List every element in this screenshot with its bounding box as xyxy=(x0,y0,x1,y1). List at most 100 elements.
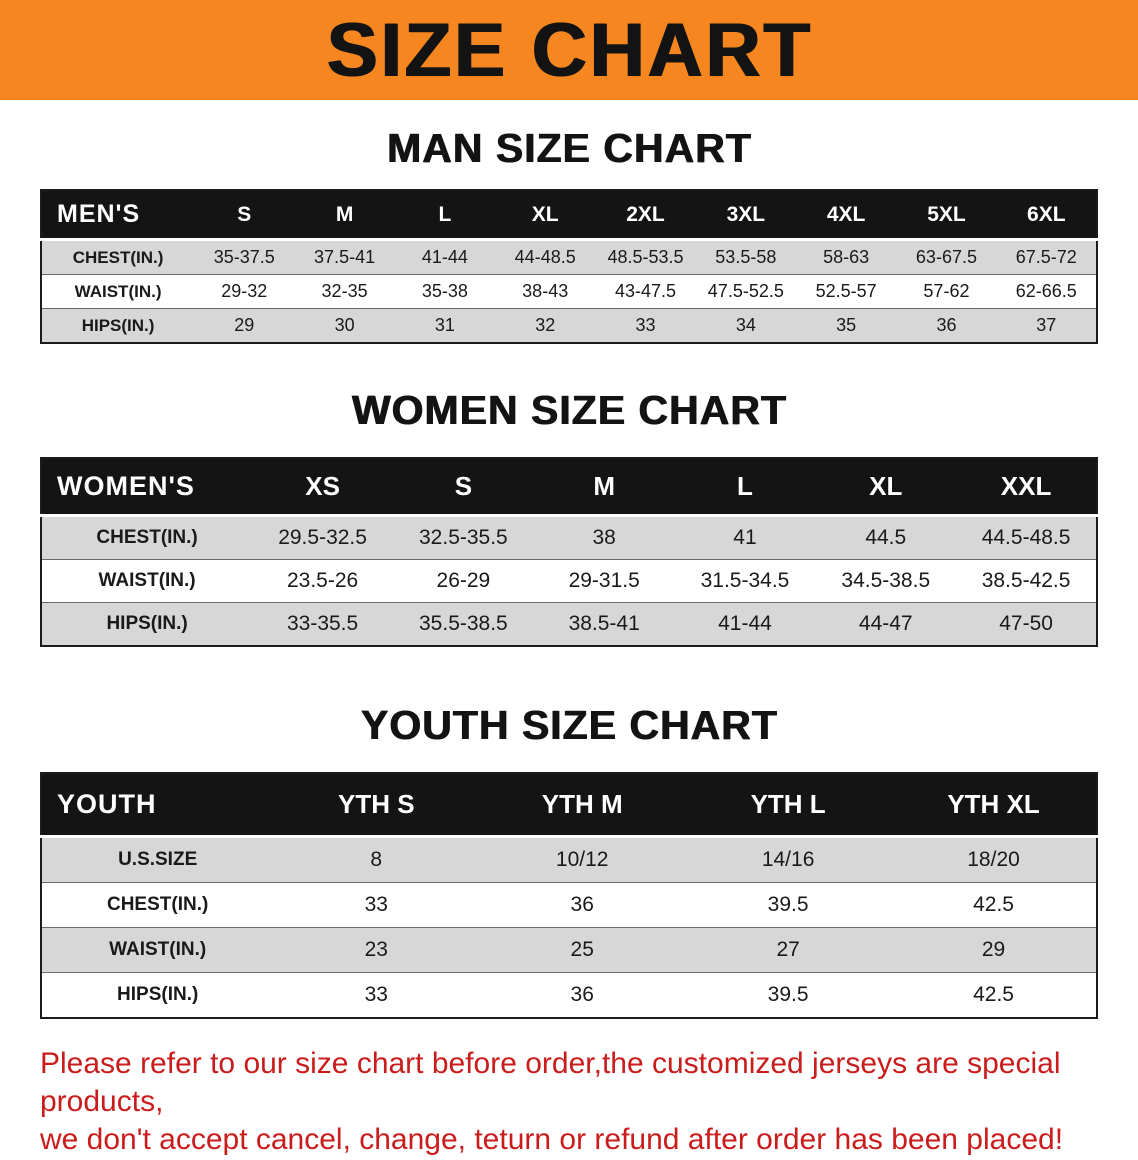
size-value: 30 xyxy=(294,308,395,344)
table-row: U.S.SIZE 8 10/12 14/16 18/20 xyxy=(41,836,1097,883)
size-column-header: L xyxy=(394,190,496,242)
size-value: 38.5-42.5 xyxy=(956,559,1097,603)
size-column-header: M xyxy=(533,458,675,518)
size-value: 38 xyxy=(592,526,616,550)
size-value: 42.5 xyxy=(891,972,1097,1019)
row-label: U.S.SIZE xyxy=(118,849,198,871)
size-value: 36 xyxy=(896,308,997,344)
table-label-header: WOMEN'S xyxy=(41,458,253,518)
row-label: CHEST(IN.) xyxy=(96,527,198,549)
size-value: 48.5-53.5 xyxy=(607,247,684,268)
size-value: 32-35 xyxy=(294,274,395,309)
size-column-header: S xyxy=(392,458,534,518)
size-value: 35.5-38.5 xyxy=(392,602,534,647)
size-value: 33-35.5 xyxy=(252,602,393,647)
size-value: 27 xyxy=(685,927,892,973)
size-value: 37.5-41 xyxy=(314,247,376,268)
size-column-header: XXL xyxy=(956,458,1097,518)
size-column-header: YTH S xyxy=(273,773,480,839)
men-size-table: MEN'S S M L XL 2XL 3XL 4XL 5XL 6XL CHEST(IN.) 35-37… xyxy=(40,189,1098,345)
size-value: 44.5 xyxy=(865,526,907,550)
size-value: 33 xyxy=(595,308,696,344)
size-value: 32 xyxy=(495,308,596,344)
table-row: CHEST(IN.) 29.5-32.5 32.5-35.5 38 41 44.5 44.5… xyxy=(41,515,1097,560)
size-value: 44-48.5 xyxy=(514,247,576,268)
size-value: 26-29 xyxy=(392,559,534,603)
size-value: 14/16 xyxy=(761,848,815,872)
size-value: 25 xyxy=(479,927,686,973)
size-value: 36 xyxy=(479,882,686,928)
size-value: 38.5-41 xyxy=(533,602,675,647)
youth-size-section: YOUTH SIZE CHART YOUTH YTH S YTH M YTH L YTH… xyxy=(0,702,1138,1020)
row-label: HIPS(IN.) xyxy=(41,972,274,1019)
size-chart-banner: SIZE CHART xyxy=(0,0,1138,100)
size-value: 32.5-35.5 xyxy=(419,526,508,550)
size-value: 29-31.5 xyxy=(533,559,675,603)
size-value: 36 xyxy=(479,972,686,1019)
size-value: 41-44 xyxy=(674,602,816,647)
size-value: 42.5 xyxy=(891,882,1097,928)
size-value: 41 xyxy=(733,526,757,550)
size-value: 58-63 xyxy=(823,247,870,268)
size-column-header: M xyxy=(294,190,395,242)
size-value: 67.5-72 xyxy=(1015,247,1077,268)
size-column-header: 2XL xyxy=(595,190,696,242)
size-value: 39.5 xyxy=(685,972,892,1019)
size-value: 8 xyxy=(370,848,383,872)
table-label-header: MEN'S xyxy=(41,190,195,242)
size-column-header: 6XL xyxy=(996,190,1097,242)
row-label: HIPS(IN.) xyxy=(41,308,195,344)
women-size-section: WOMEN SIZE CHART WOMEN'S XS S M L XL XXL CHEST(… xyxy=(0,387,1138,648)
size-column-header: 3XL xyxy=(695,190,796,242)
table-label-header: YOUTH xyxy=(41,773,274,839)
size-value: 31 xyxy=(394,308,496,344)
women-section-heading: WOMEN SIZE CHART xyxy=(351,387,787,434)
banner-title: SIZE CHART xyxy=(326,7,812,93)
size-value: 33 xyxy=(273,882,480,928)
size-column-header: YTH XL xyxy=(891,773,1097,839)
table-row: WAIST(IN.) 29-32 32-35 35-38 38-43 43-47.5 47.… xyxy=(41,274,1097,309)
men-size-section: MAN SIZE CHART MEN'S S M L XL 2XL 3XL 4XL 5XL 6XL… xyxy=(0,125,1138,345)
size-value: 44.5-48.5 xyxy=(981,526,1071,550)
size-value: 34.5-38.5 xyxy=(815,559,957,603)
table-row: HIPS(IN.) 33 36 39.5 42.5 xyxy=(41,972,1097,1019)
size-value: 43-47.5 xyxy=(595,274,696,309)
table-header-row: YOUTH YTH S YTH M YTH L YTH XL xyxy=(41,773,1097,839)
table-row: CHEST(IN.) 33 36 39.5 42.5 xyxy=(41,882,1097,928)
table-row: HIPS(IN.) 29 30 31 32 33 34 35 36 37 xyxy=(41,308,1097,344)
size-value: 29.5-32.5 xyxy=(278,526,367,550)
size-column-header: XL xyxy=(815,458,957,518)
row-label: CHEST(IN.) xyxy=(72,247,164,267)
table-header-row: WOMEN'S XS S M L XL XXL xyxy=(41,458,1097,518)
size-value: 35-38 xyxy=(394,274,496,309)
size-value: 62-66.5 xyxy=(996,274,1097,309)
size-value: 63-67.5 xyxy=(915,247,977,268)
size-value: 53.5-58 xyxy=(715,247,777,268)
size-column-header: XL xyxy=(495,190,596,242)
size-column-header: 4XL xyxy=(795,190,897,242)
size-value: 35-37.5 xyxy=(213,247,275,268)
youth-section-heading: YOUTH SIZE CHART xyxy=(360,702,778,749)
disclaimer-text: Please refer to our size chart before or… xyxy=(40,1045,1098,1159)
men-section-heading: MAN SIZE CHART xyxy=(386,125,752,171)
size-column-header: YTH M xyxy=(479,773,686,839)
size-value: 29 xyxy=(891,927,1097,973)
disclaimer-line-1: Please refer to our size chart before or… xyxy=(40,1047,1061,1119)
women-size-table: WOMEN'S XS S M L XL XXL CHEST(IN.) 29.5-32.5 32.5… xyxy=(40,457,1098,648)
size-column-header: L xyxy=(674,458,816,518)
size-column-header: S xyxy=(194,190,295,242)
row-label: WAIST(IN.) xyxy=(41,559,253,603)
size-value: 41-44 xyxy=(421,247,468,268)
youth-size-table: YOUTH YTH S YTH M YTH L YTH XL U.S.SIZE 8 10/12… xyxy=(40,772,1098,1020)
row-label: HIPS(IN.) xyxy=(41,602,253,647)
size-value: 18/20 xyxy=(967,848,1020,872)
size-value: 35 xyxy=(795,308,897,344)
table-header-row: MEN'S S M L XL 2XL 3XL 4XL 5XL 6XL xyxy=(41,190,1097,242)
table-row: HIPS(IN.) 33-35.5 35.5-38.5 38.5-41 41-44 44-… xyxy=(41,602,1097,647)
table-row: WAIST(IN.) 23 25 27 29 xyxy=(41,927,1097,973)
table-row: CHEST(IN.) 35-37.5 37.5-41 41-44 44-48.5 48.5… xyxy=(41,239,1097,275)
size-value: 23 xyxy=(273,927,480,973)
size-value: 57-62 xyxy=(896,274,997,309)
row-label: CHEST(IN.) xyxy=(41,882,274,928)
